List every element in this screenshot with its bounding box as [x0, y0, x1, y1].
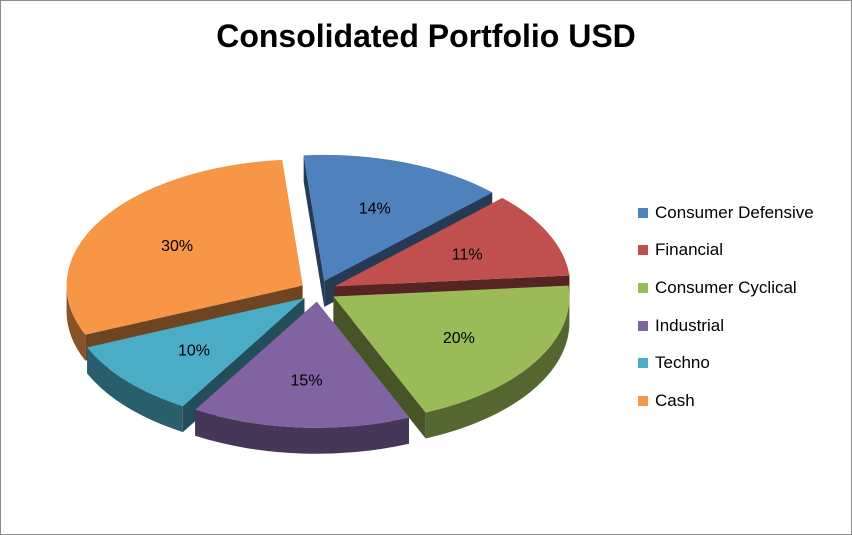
slice-label-industrial: 15%	[291, 373, 323, 390]
slice-side-cash	[66, 285, 86, 361]
slice-side-industrial	[195, 409, 409, 454]
slice-cash	[66, 159, 303, 335]
slice-label-cash: 30%	[161, 238, 193, 255]
slice-side-techno	[87, 347, 183, 433]
legend-label-techno: Techno	[655, 353, 710, 373]
legend-item-consumer-defensive: Consumer Defensive	[638, 194, 814, 232]
legend-label-cash: Cash	[655, 390, 695, 410]
slice-label-financial: 11%	[452, 247, 483, 264]
legend-item-industrial: Industrial	[638, 307, 814, 345]
legend-swatch-industrial	[638, 320, 648, 331]
slice-wall-consumer-cyclical	[333, 296, 426, 439]
legend-item-financial: Financial	[638, 232, 814, 270]
legend-swatch-cash	[638, 395, 648, 406]
legend-swatch-consumer-defensive	[638, 207, 648, 218]
slice-wall-consumer-defensive	[303, 155, 325, 307]
legend-swatch-techno	[638, 358, 648, 369]
slice-techno	[87, 298, 305, 407]
slice-industrial	[195, 301, 409, 428]
legend-item-techno: Techno	[638, 344, 814, 382]
legend-label-financial: Financial	[655, 240, 724, 260]
slice-financial	[334, 197, 570, 287]
slice-label-techno: 10%	[178, 342, 210, 359]
pie-tops: 14% 11% 20% 15% 10% 30%	[66, 154, 570, 428]
chart-legend: Consumer Defensive Financial Consumer Cycl…	[638, 194, 814, 420]
slice-consumer-cyclical	[333, 285, 570, 413]
slice-consumer-defensive	[303, 154, 493, 281]
legend-swatch-consumer-cyclical	[638, 282, 648, 293]
chart-title: Consolidated Portfolio USD	[216, 18, 636, 54]
legend-label-industrial: Industrial	[655, 315, 724, 335]
slice-side-consumer-cyclical	[425, 296, 570, 439]
legend-label-consumer-defensive: Consumer Defensive	[655, 202, 814, 222]
legend-item-consumer-cyclical: Consumer Cyclical	[638, 269, 814, 307]
slice-label-consumer-cyclical: 20%	[443, 330, 475, 347]
slice-label-consumer-defensive: 14%	[359, 201, 391, 218]
legend-label-consumer-cyclical: Consumer Cyclical	[655, 277, 797, 297]
legend-swatch-financial	[638, 245, 648, 256]
legend-item-cash: Cash	[638, 382, 814, 420]
